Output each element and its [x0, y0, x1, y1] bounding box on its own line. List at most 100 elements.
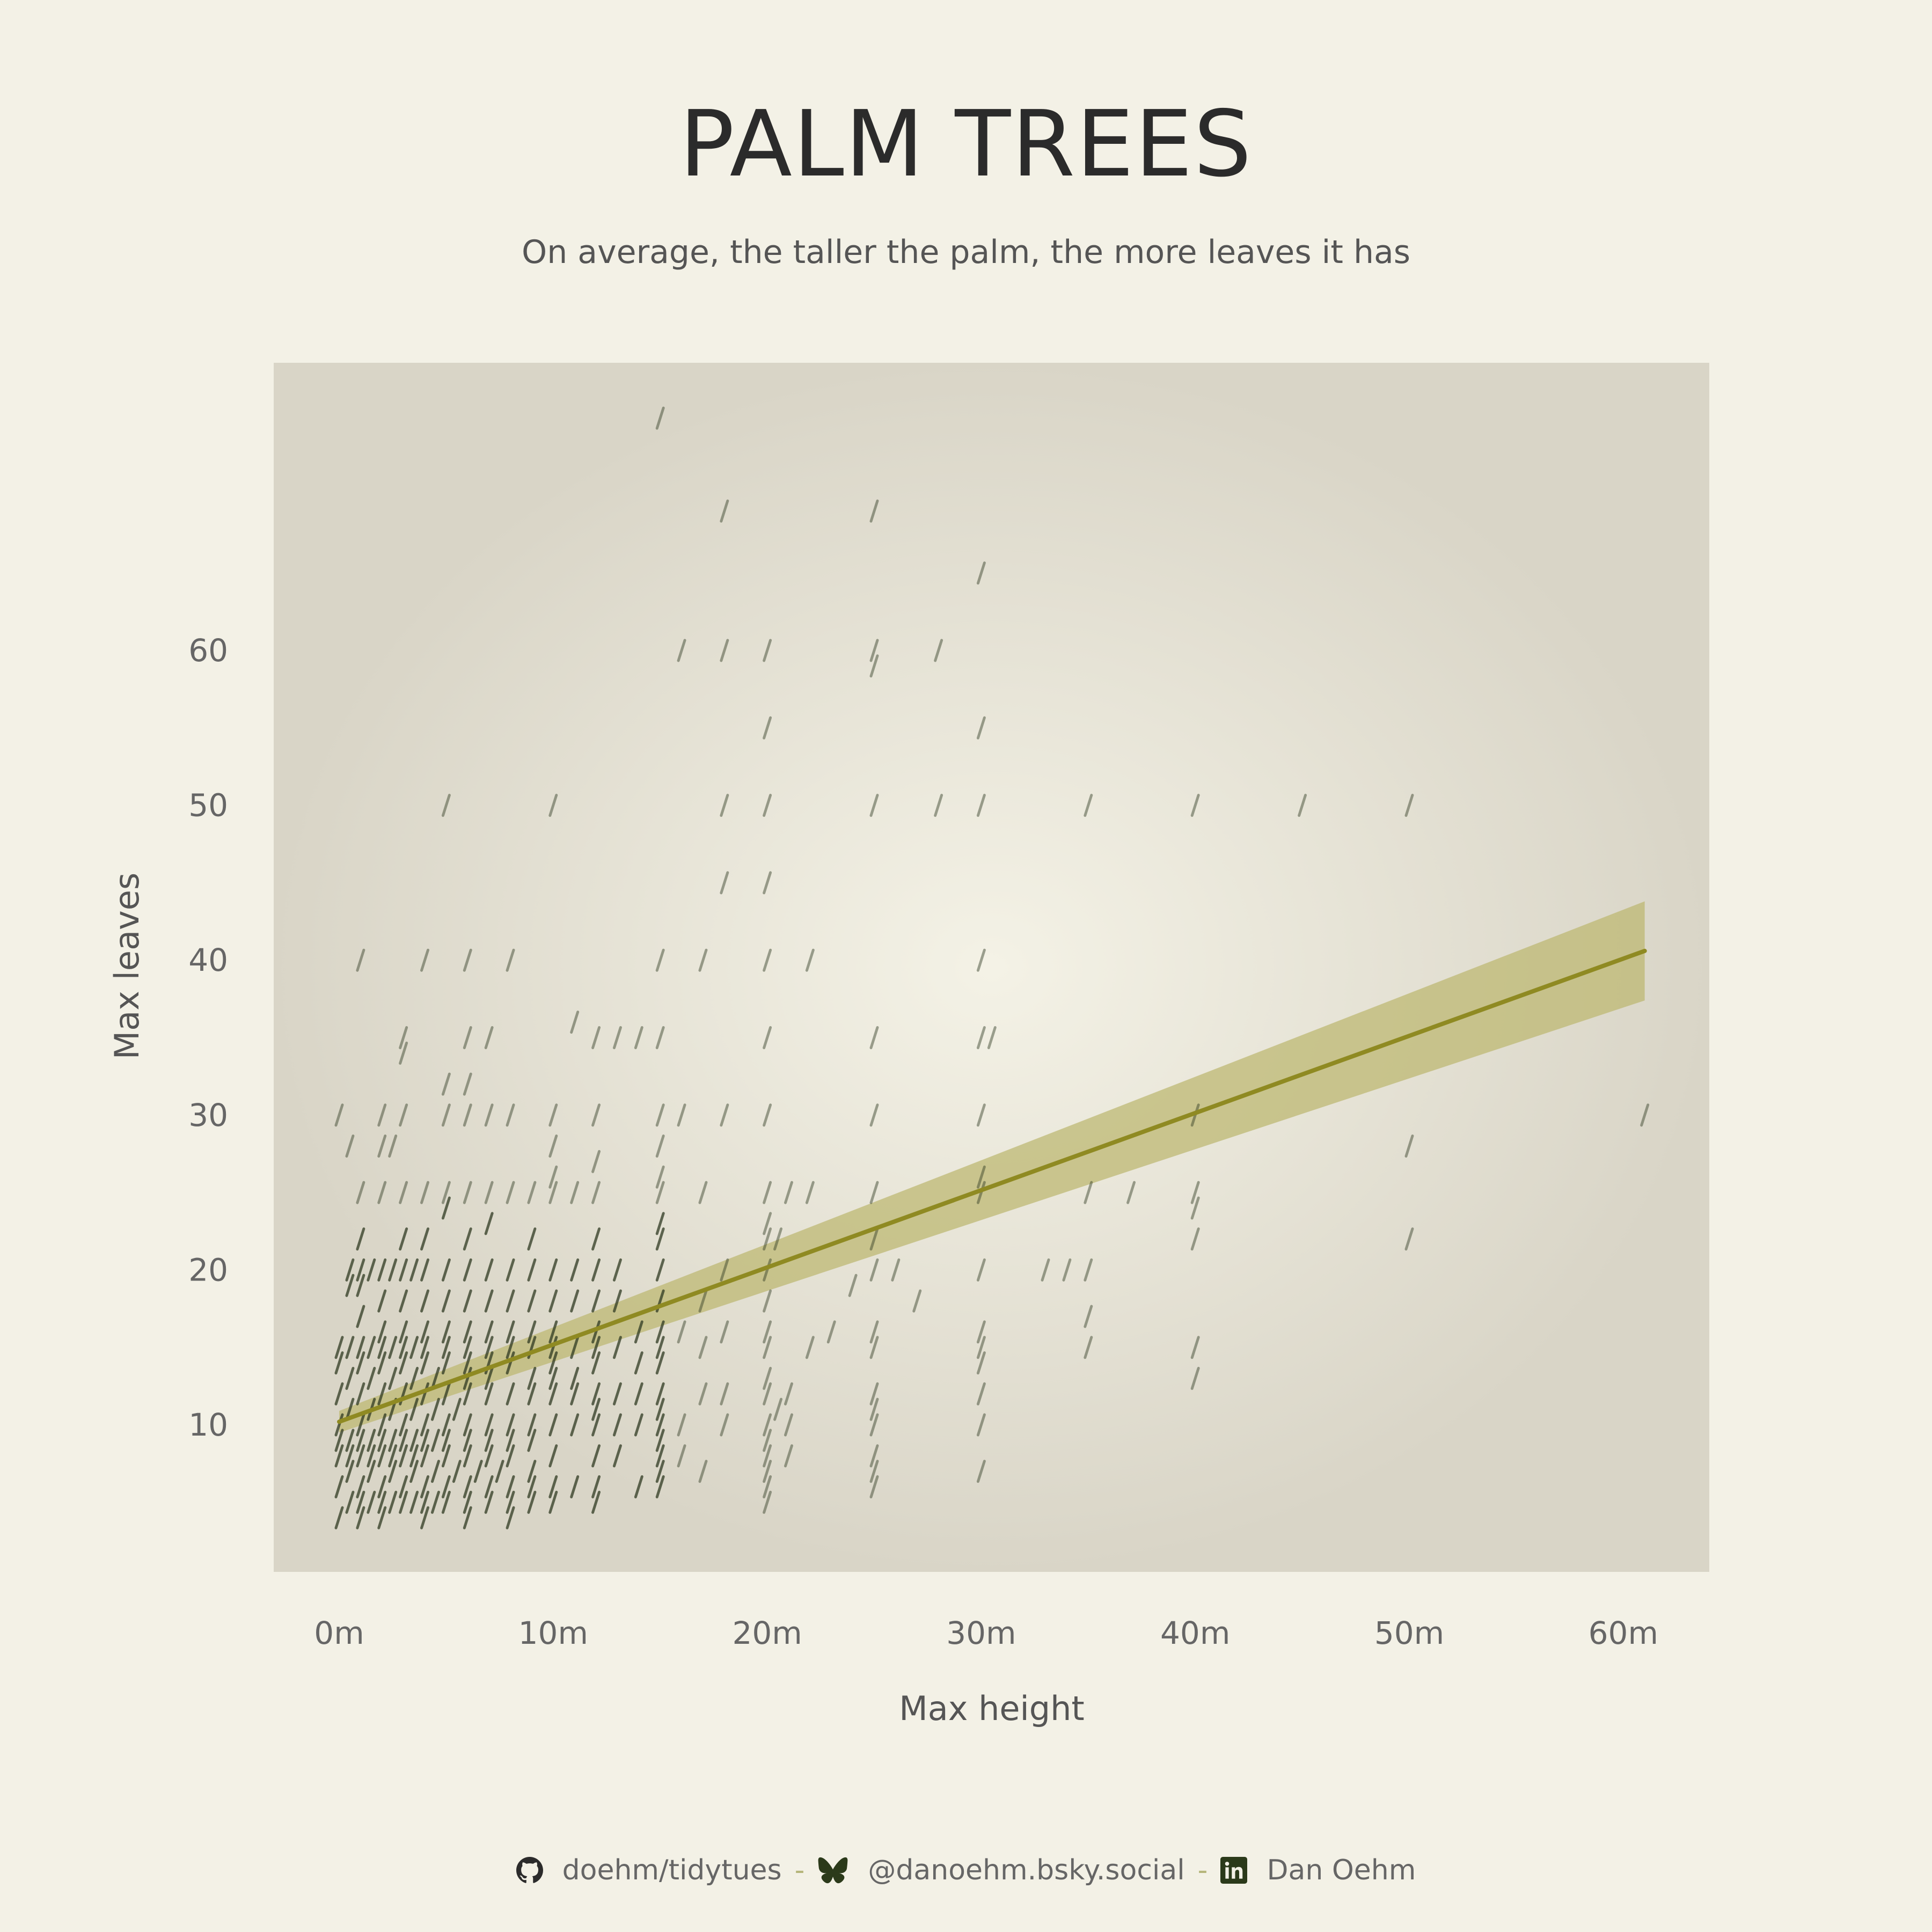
data-point: [367, 1460, 376, 1483]
data-point: [441, 1336, 451, 1359]
footer-github-text: doehm/tidytues: [562, 1854, 782, 1886]
data-point: [763, 716, 772, 740]
data-point: [655, 1026, 665, 1049]
data-point: [506, 1351, 515, 1375]
data-point: [869, 654, 879, 678]
data-point: [527, 1258, 537, 1282]
data-point: [345, 1366, 355, 1390]
data-point: [399, 1351, 408, 1375]
data-point: [655, 1103, 665, 1127]
data-point: [484, 1413, 494, 1437]
data-point: [763, 871, 772, 895]
data-point: [356, 1181, 365, 1204]
data-point: [976, 1258, 986, 1282]
data-point: [976, 1181, 986, 1204]
data-point: [527, 1475, 537, 1498]
data-point: [409, 1366, 419, 1390]
data-point: [399, 1026, 408, 1049]
data-point: [634, 1026, 643, 1049]
x-tick-label: 40m: [1160, 1615, 1230, 1651]
footer-linkedin[interactable]: Dan Oehm: [1220, 1854, 1416, 1886]
data-point: [548, 1289, 558, 1313]
data-point: [484, 1289, 494, 1313]
data-point: [720, 639, 729, 662]
data-point: [655, 1227, 665, 1251]
data-point: [612, 1258, 622, 1282]
data-point: [463, 1258, 472, 1282]
data-point: [826, 1320, 836, 1344]
data-point: [976, 1103, 986, 1127]
data-point: [356, 1475, 365, 1498]
data-point: [420, 1258, 430, 1282]
data-point: [399, 1103, 408, 1127]
data-point: [591, 1336, 601, 1359]
data-point: [763, 1429, 772, 1452]
data-point: [377, 1103, 387, 1127]
data-point: [976, 1413, 986, 1437]
data-point: [527, 1429, 537, 1452]
data-point: [1062, 1258, 1072, 1282]
data-point: [409, 1336, 419, 1359]
data-point: [1084, 1258, 1093, 1282]
data-point: [805, 1336, 815, 1359]
data-point: [591, 1150, 601, 1173]
data-point: [441, 1429, 451, 1452]
data-point: [463, 1227, 472, 1251]
data-point: [655, 406, 665, 430]
data-point: [655, 1320, 665, 1344]
data-point: [763, 1475, 772, 1498]
data-point: [591, 1444, 601, 1468]
data-point: [1404, 1135, 1414, 1158]
data-point: [612, 1289, 622, 1313]
data-point: [377, 1320, 387, 1344]
data-point: [484, 1336, 494, 1359]
data-point: [1084, 1336, 1093, 1359]
confidence-ribbon: [339, 901, 1645, 1433]
data-point: [527, 1320, 537, 1344]
x-tick-label: 0m: [314, 1615, 364, 1651]
data-point: [976, 1336, 986, 1359]
y-axis-ticks: 10 20 30 40 50 60: [188, 632, 228, 1443]
data-point: [591, 1320, 601, 1344]
y-tick-label: 40: [188, 942, 228, 978]
data-point: [763, 1366, 772, 1390]
data-point: [987, 1026, 997, 1049]
data-point: [634, 1382, 643, 1406]
data-point: [548, 1336, 558, 1359]
data-point: [591, 1227, 601, 1251]
data-point: [591, 1103, 601, 1127]
data-point: [463, 1072, 472, 1096]
data-point: [591, 1351, 601, 1375]
data-point: [570, 1289, 580, 1313]
data-point: [912, 1289, 922, 1313]
chart-title: PALM TREES: [679, 91, 1253, 197]
data-point: [377, 1490, 387, 1514]
data-point: [377, 1429, 387, 1452]
footer-bluesky[interactable]: @danoehm.bsky.social: [817, 1854, 1185, 1886]
x-tick-label: 10m: [518, 1615, 588, 1651]
data-point: [848, 1274, 858, 1297]
data-point: [377, 1289, 387, 1313]
footer-bluesky-text: @danoehm.bsky.social: [868, 1854, 1185, 1886]
data-point: [334, 1336, 344, 1359]
data-point: [527, 1289, 537, 1313]
data-point: [1190, 1227, 1200, 1251]
data-point: [441, 1351, 451, 1375]
data-point: [548, 1135, 558, 1158]
y-tick-label: 30: [188, 1097, 228, 1133]
data-point: [399, 1444, 408, 1468]
footer-github[interactable]: doehm/tidytues: [516, 1854, 782, 1886]
data-point: [591, 1382, 601, 1406]
data-point: [612, 1413, 622, 1437]
data-point: [399, 1490, 408, 1514]
data-point: [763, 1181, 772, 1204]
data-point: [763, 1320, 772, 1344]
data-point: [388, 1135, 398, 1158]
data-point: [548, 1103, 558, 1127]
data-point: [612, 1336, 622, 1359]
data-point: [677, 1413, 686, 1437]
data-point: [388, 1336, 398, 1359]
data-point: [570, 1336, 580, 1359]
data-point: [441, 1382, 451, 1406]
data-point: [430, 1397, 440, 1421]
